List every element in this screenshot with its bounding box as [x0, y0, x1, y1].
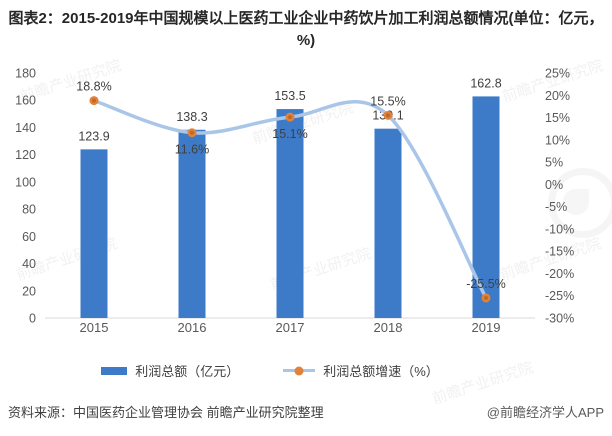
credit-text: @前瞻经济学人APP [486, 405, 604, 420]
line-marker-core [386, 113, 390, 118]
left-axis: 0 20 40 60 80 100 120 140 160 180 [15, 67, 36, 326]
bar-series-swatch-icon [101, 366, 128, 375]
right-axis-tick: -15% [545, 245, 574, 259]
legend-label: 利润总额增速（%） [323, 364, 439, 379]
line-data-label: 18.8% [76, 80, 111, 94]
left-axis-tick: 40 [22, 257, 36, 271]
bar [80, 149, 108, 318]
chart-footer: 资料来源：中国医药企业管理协会 前瞻产业研究院整理 @前瞻经济学人APP [0, 402, 612, 421]
x-axis-label: 2018 [374, 320, 403, 335]
left-axis-tick: 160 [15, 94, 36, 108]
legend-item-profit-total: 利润总额（亿元） [101, 361, 239, 380]
legend-label: 利润总额（亿元） [135, 364, 240, 379]
line-marker-core [92, 98, 96, 103]
line-marker-core [288, 115, 292, 120]
bar-data-label: 153.5 [274, 89, 305, 103]
x-axis-label: 2016 [178, 320, 207, 335]
right-axis: -30% -25% -20% -15% -10% -5% 0% 5% 10% 15% 20% 25% [545, 67, 574, 326]
right-axis-tick: -30% [545, 312, 574, 326]
right-axis-tick: -10% [545, 222, 574, 236]
x-axis-label: 2019 [472, 320, 501, 335]
left-axis-tick: 0 [29, 312, 36, 326]
left-axis-tick: 120 [15, 148, 36, 162]
line-marker-core [484, 295, 488, 300]
left-axis-tick: 100 [15, 175, 36, 189]
x-axis-label: 2015 [80, 320, 109, 335]
right-axis-tick: -25% [545, 289, 574, 303]
right-axis-tick: 5% [545, 156, 563, 170]
line-marker-icon [294, 366, 304, 375]
line-data-label: 15.1% [272, 127, 307, 141]
left-axis-tick: 20 [22, 284, 36, 298]
right-axis-tick: -5% [545, 200, 567, 214]
bar-data-label: 123.9 [78, 129, 109, 143]
left-axis-tick: 80 [22, 203, 36, 217]
bar-data-label: 138.3 [176, 110, 207, 124]
left-axis-tick: 140 [15, 121, 36, 135]
right-axis-tick: 10% [545, 133, 570, 147]
x-axis-label: 2017 [276, 320, 305, 335]
right-axis-tick: 20% [545, 89, 570, 103]
growth-line [92, 98, 488, 300]
line-series: 18.8% 11.6% 15.1% 15.5% -25.5% [76, 80, 506, 303]
right-axis-tick: 25% [545, 67, 570, 81]
left-axis-tick: 60 [22, 230, 36, 244]
legend-item-growth-rate: 利润总额增速（%） [283, 361, 439, 380]
line-marker-core [190, 130, 194, 135]
right-axis-tick: 0% [545, 178, 563, 192]
left-axis-tick: 180 [15, 67, 36, 81]
line-data-label: -25.5% [466, 277, 506, 291]
bar [178, 129, 206, 318]
bar [374, 128, 402, 318]
line-data-label: 11.6% [175, 143, 210, 157]
source-text: 资料来源：中国医药企业管理协会 前瞻产业研究院整理 [8, 405, 324, 420]
line-data-label: 15.5% [370, 94, 405, 108]
bar [276, 109, 304, 318]
combo-chart: 0 20 40 60 80 100 120 140 160 180 -30% -25% -20% -15%… [15, 67, 574, 336]
bar-data-label: 162.8 [470, 76, 501, 90]
line-series-swatch-icon [283, 366, 316, 375]
chart-title: 图表2：2015-2019年中国规模以上医药工业企业中药饮片加工利润总额情况(单… [8, 10, 604, 49]
x-axis-labels: 2015 2016 2017 2018 2019 [80, 320, 501, 335]
right-axis-tick: 15% [545, 111, 570, 125]
chart-legend: 利润总额（亿元） 利润总额增速（%） [0, 361, 540, 380]
right-axis-tick: -20% [545, 267, 574, 281]
